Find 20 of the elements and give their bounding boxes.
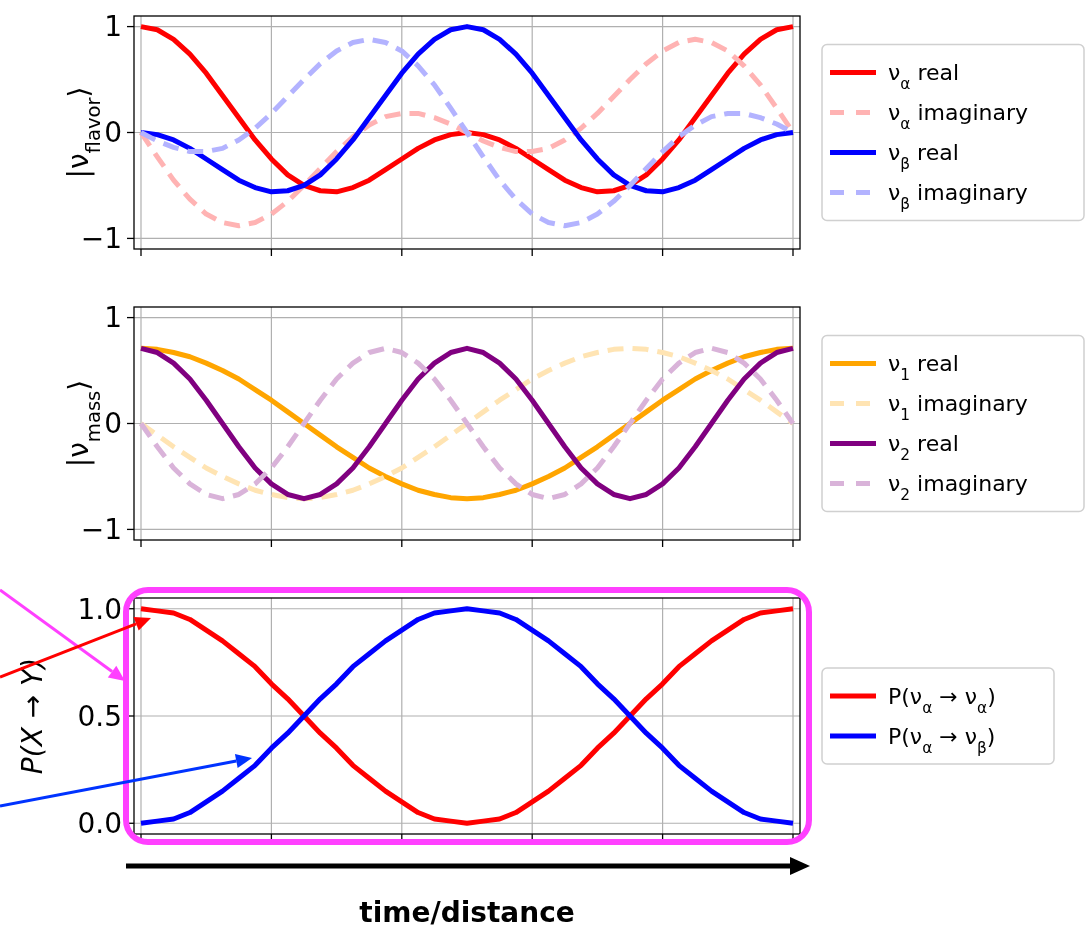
legend-label: ν$_{2}$ real — [888, 431, 959, 465]
legend-label: ν$_{β}$ real — [888, 140, 959, 174]
y-tick-label: −1 — [80, 222, 122, 256]
legend-label: ν$_{2}$ imaginary — [888, 471, 1028, 505]
y-tick-label: 1 — [104, 301, 122, 335]
legend-label: ν$_{α}$ real — [888, 60, 960, 94]
y-tick-label: 0.5 — [77, 699, 122, 733]
y-tick-label: −1 — [80, 513, 122, 547]
y-tick-label: 0 — [104, 407, 122, 441]
legend-label: P(ν$_{α}$ → ν$_{α}$) — [888, 683, 996, 717]
legend-label: ν$_{α}$ imaginary — [888, 100, 1029, 134]
x-axis-title: time/distance — [359, 896, 575, 929]
legend-label: ν$_{β}$ imaginary — [888, 180, 1028, 214]
y-tick-label: 0 — [104, 116, 122, 150]
legend-label: ν$_{1}$ imaginary — [888, 391, 1028, 425]
legend-label: P(ν$_{α}$ → ν$_{β}$) — [888, 723, 996, 757]
y-tick-label: 1 — [104, 10, 122, 44]
y-tick-label: 0.0 — [77, 807, 122, 841]
legend-label: ν$_{1}$ real — [888, 351, 959, 385]
y-tick-label: 1.0 — [77, 592, 122, 626]
